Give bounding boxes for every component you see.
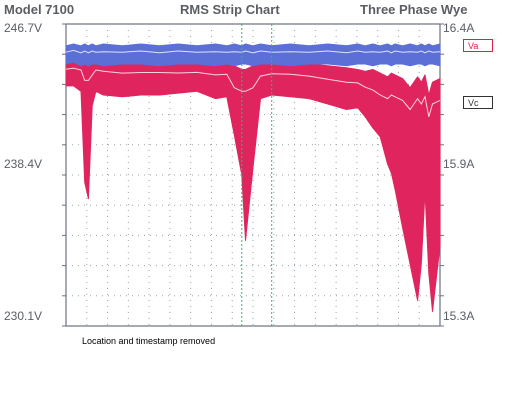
- series-vc-average-line: [65, 49, 441, 54]
- series-vc-band: [65, 43, 441, 67]
- strip-chart: [62, 23, 444, 327]
- left-axis-tick-mid: 238.4V: [4, 157, 43, 171]
- model-label: Model 7100: [4, 2, 75, 17]
- legend-vc[interactable]: Vc: [463, 96, 493, 109]
- left-axis-tick-top: 246.7V: [4, 21, 43, 35]
- left-axis-tick-bottom: 230.1V: [4, 309, 43, 323]
- right-axis-tick-mid: 15.9A: [443, 157, 475, 171]
- chart-title: RMS Strip Chart: [180, 2, 280, 17]
- config-label: Three Phase Wye: [360, 2, 468, 17]
- series-va-average-line: [65, 67, 441, 117]
- footnote: Location and timestamp removed: [82, 336, 216, 346]
- right-axis-tick-top: 16.4A: [443, 21, 475, 35]
- legend-va[interactable]: Va: [463, 39, 493, 52]
- right-axis-tick-bottom: 15.3A: [443, 309, 475, 323]
